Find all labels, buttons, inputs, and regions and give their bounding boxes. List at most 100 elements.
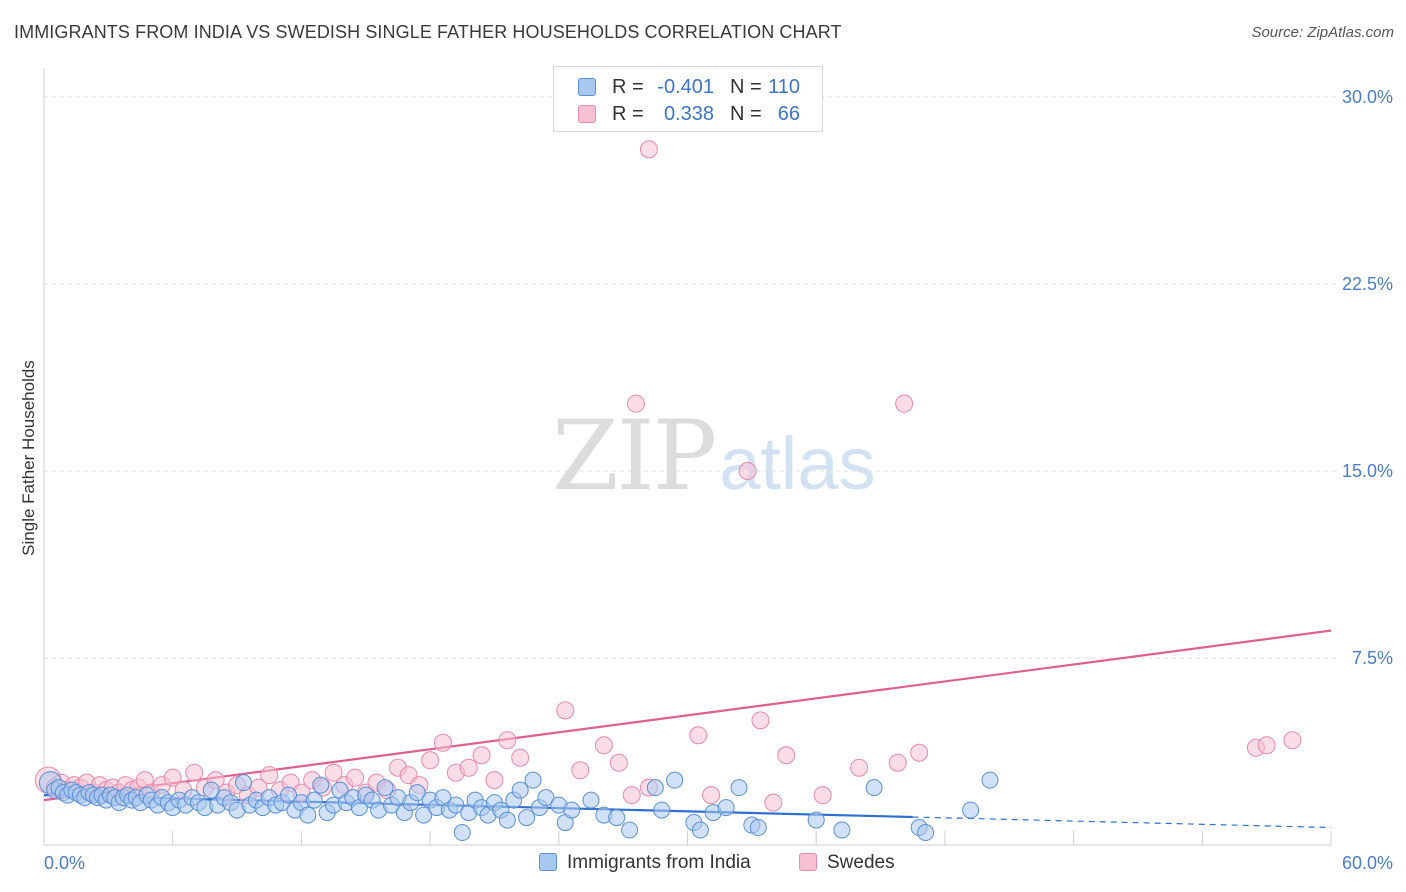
swedes-point	[346, 768, 365, 787]
swedes-point	[571, 761, 590, 780]
india-point	[447, 796, 465, 814]
swedes-point	[609, 753, 628, 772]
swedes-point	[910, 743, 929, 762]
india-point	[582, 791, 600, 809]
india-point	[865, 779, 883, 797]
x-tick-label-min: 0.0%	[44, 853, 85, 873]
swedes-point	[639, 140, 658, 159]
legend-swatch-swedes	[578, 105, 596, 123]
india-point	[498, 811, 516, 829]
swedes-point	[472, 746, 491, 765]
axes	[43, 68, 1332, 846]
india-point	[917, 824, 935, 842]
india-point	[608, 809, 626, 827]
india-point	[653, 801, 671, 819]
india-point	[666, 771, 684, 789]
india-point	[376, 779, 394, 797]
y-tick-label: 22.5%	[1342, 274, 1393, 294]
y-tick-label: 30.0%	[1342, 87, 1393, 107]
swedes-point	[421, 751, 440, 770]
swedes-point	[689, 726, 708, 745]
legend-r-value: -0.401	[657, 76, 714, 98]
bottom-legend-swedes: Swedes	[799, 852, 895, 874]
swedes-point	[738, 462, 757, 480]
bottom-legend-swatch-india	[539, 853, 557, 871]
swedes-point	[185, 763, 204, 782]
y-tick-label: 15.0%	[1342, 461, 1393, 481]
swedes-point	[1257, 736, 1276, 755]
india-point	[807, 811, 825, 829]
swedes-point	[498, 731, 517, 750]
bottom-legend-swatch-swedes	[799, 853, 817, 871]
swedes-point	[260, 766, 279, 785]
india-point	[749, 819, 767, 837]
y-axis-label: Single Father Households	[19, 360, 38, 556]
legend-row-swedes: R = 0.338 N = 66	[554, 101, 822, 127]
swedes-point	[485, 771, 504, 790]
india-point	[408, 784, 426, 802]
bottom-legend-label-swedes: Swedes	[827, 852, 895, 873]
india-point	[234, 774, 252, 792]
india-point	[453, 824, 471, 842]
bottom-legend-label-india: Immigrants from India	[567, 852, 751, 873]
swedes-trend-line	[43, 629, 1332, 802]
legend-r-value: 0.338	[663, 103, 714, 125]
swedes-point	[813, 786, 832, 805]
india-point	[646, 779, 664, 797]
swedes-point	[511, 748, 530, 767]
legend-n-value: 110	[768, 76, 800, 98]
india-point	[305, 791, 323, 809]
india-point	[524, 771, 542, 789]
x-tick-label-max: 60.0%	[1342, 853, 1393, 873]
swedes-point	[324, 763, 343, 782]
legend-r-label: R =	[612, 76, 644, 98]
india-point	[563, 801, 581, 819]
india-point	[691, 821, 709, 839]
swedes-point	[764, 793, 783, 812]
chart-title: IMMIGRANTS FROM INDIA VS SWEDISH SINGLE …	[14, 22, 842, 42]
grid-lines	[44, 96, 1337, 659]
legend-row-india: R = -0.401 N = 110	[554, 74, 822, 100]
india-point	[280, 786, 298, 804]
swedes-point	[594, 736, 613, 755]
swedes-point	[163, 768, 182, 787]
india-point	[717, 799, 735, 817]
swedes-point	[751, 711, 770, 730]
swedes-point	[895, 394, 914, 413]
india-point	[730, 779, 748, 797]
source-label: Source: ZipAtlas.com	[1251, 24, 1394, 41]
swedes-point	[702, 786, 721, 805]
india-point	[621, 821, 639, 839]
legend-n-label: N =	[730, 76, 762, 98]
india-point	[518, 809, 536, 827]
swedes-point	[850, 758, 869, 777]
swedes-point	[888, 753, 907, 772]
bottom-legend-india: Immigrants from India	[539, 852, 751, 874]
india-point	[981, 771, 999, 789]
india-point	[299, 806, 317, 824]
y-tick-label: 7.5%	[1352, 648, 1393, 668]
india-point	[511, 781, 529, 799]
india-point	[415, 806, 433, 824]
legend-r-label: R =	[612, 103, 644, 125]
india-point	[202, 781, 220, 799]
correlation-legend: R = -0.401 N = 110 R = 0.338 N = 66	[553, 66, 823, 132]
india-point	[312, 776, 330, 794]
swedes-point	[622, 786, 641, 805]
swedes-points	[34, 140, 1302, 812]
india-trend-line-dashed	[912, 816, 1332, 829]
legend-n-value: 66	[777, 103, 800, 125]
legend-n-label: N =	[730, 103, 762, 125]
swedes-point	[556, 701, 575, 720]
swedes-point	[433, 733, 452, 752]
swedes-point	[627, 394, 646, 413]
legend-swatch-india	[578, 78, 596, 96]
swedes-point	[1283, 731, 1302, 750]
india-points	[38, 771, 999, 842]
india-point	[962, 801, 980, 819]
swedes-point	[777, 746, 796, 765]
india-point	[537, 789, 555, 807]
swedes-point	[459, 758, 478, 777]
tick-labels: 7.5% 15.0% 22.5% 30.0% 0.0% 60.0%	[44, 87, 1393, 873]
